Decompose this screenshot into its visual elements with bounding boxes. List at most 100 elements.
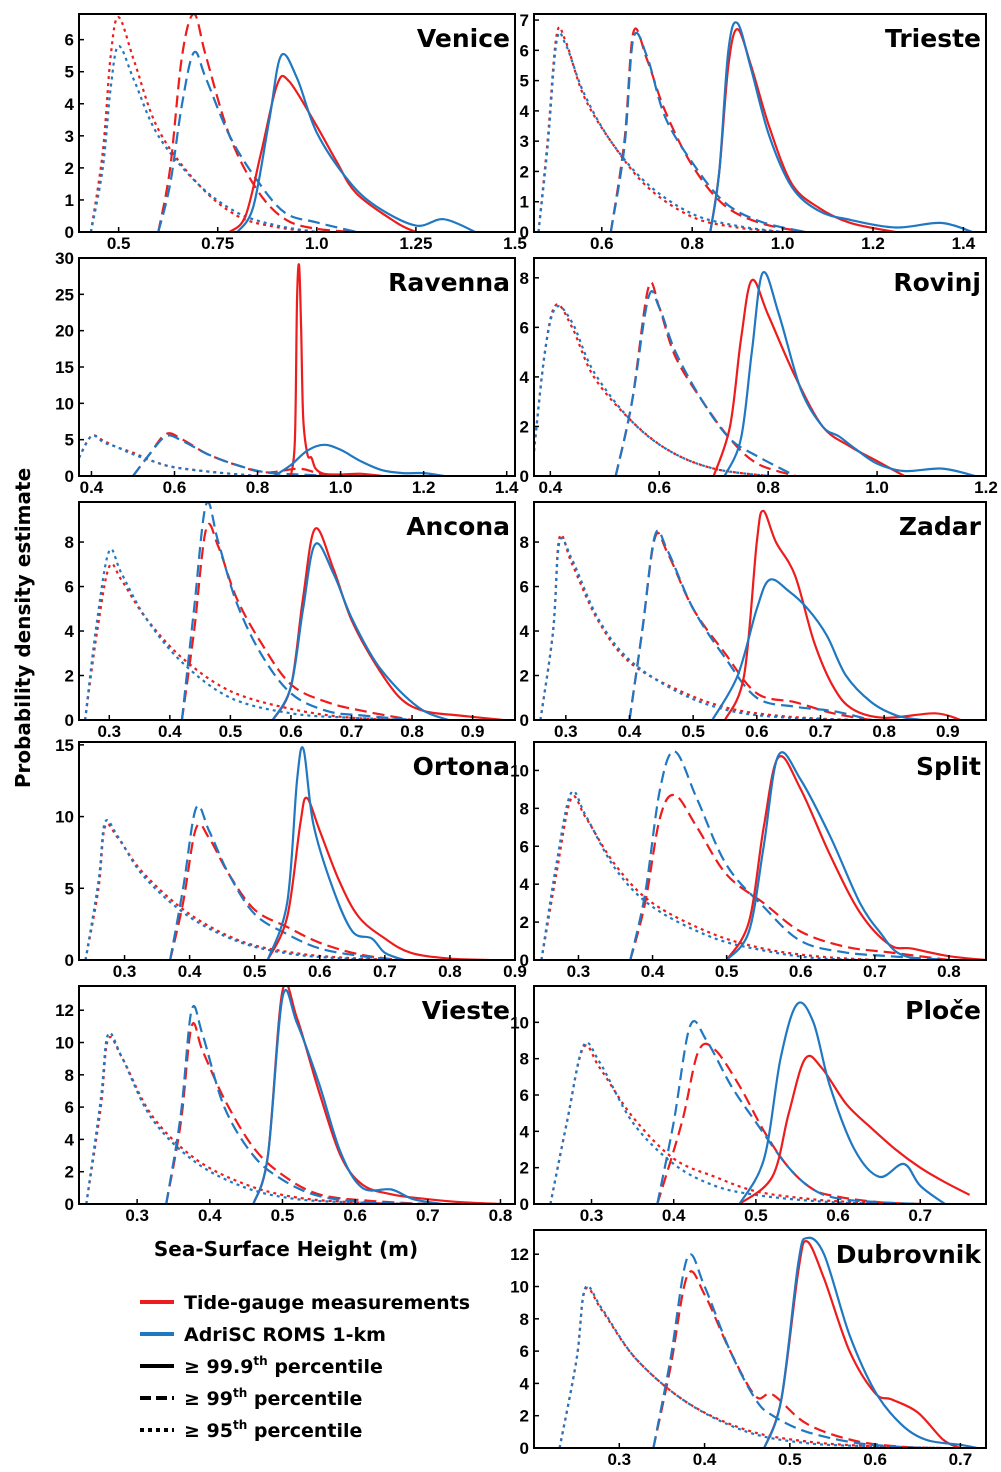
x-tick-label: 0.5 [243,962,267,981]
y-tick-label: 10 [510,761,529,780]
series-group [85,986,501,1204]
y-tick-label: 12 [510,1245,529,1264]
series-line-model-solid [763,1236,978,1448]
x-tick-label: 0.5 [107,234,131,253]
y-tick-label: 8 [520,533,529,552]
series-line-tide-dashed [165,1022,428,1204]
x-tick-label: 1.0 [771,234,795,253]
y-tick-label: 6 [65,31,74,50]
series-group [540,750,986,960]
series-line-model-dashed [629,750,950,960]
series-line-model-dashed [132,434,341,476]
x-tick-label: 0.3 [125,1206,149,1225]
x-tick-label: 1.2 [861,234,885,253]
y-tick-label: 2 [65,159,74,178]
plot-frame [78,501,516,721]
series-line-tide-dashed [629,793,950,960]
legend-item: ≥ 99.9th percentile [140,1354,383,1378]
y-tick-label: 0 [65,223,74,242]
x-tick-label: 0.3 [580,1206,604,1225]
x-tick-label: 0.3 [97,722,121,741]
station-title: Zadar [899,512,982,541]
series-line-model-dotted [85,1031,414,1204]
x-tick-label: 0.8 [438,962,462,981]
series-line-model-solid [236,53,476,232]
series-line-model-dashed [628,529,872,720]
y-axis-title: Probability density estimate [11,468,35,788]
series-line-tide-solid [266,796,490,960]
y-tick-label: 0 [520,951,529,970]
x-tick-label: 0.5 [219,722,243,741]
x-tick-label: 0.3 [607,1450,631,1469]
y-tick-label: 0 [65,1195,74,1214]
y-tick-label: 6 [65,1098,74,1117]
y-tick-label: 5 [65,431,74,450]
x-tick-label: 0.4 [80,478,104,497]
plot-frame [533,741,987,961]
series-line-model-dashed [614,290,796,476]
x-tick-label: 0.8 [246,478,270,497]
y-tick-label: 4 [520,368,530,387]
series-group [539,509,961,720]
plot-frame [78,985,516,1205]
x-tick-label: 1.25 [399,234,432,253]
series-line-model-dotted [549,1041,921,1204]
series-line-tide-solid [738,1054,971,1204]
y-tick-label: 5 [520,72,529,91]
y-tick-label: 6 [520,1086,529,1105]
series-line-model-solid [738,1001,946,1204]
series-line-model-dashed [180,502,413,720]
y-tick-label: 0 [520,467,529,486]
series-line-tide-solid [289,263,383,476]
series-line-tide-dotted [85,1036,414,1204]
plot-frame [533,1229,987,1449]
y-tick-label: 1 [520,193,529,212]
series-line-model-dotted [539,536,853,720]
series-line-model-solid [711,578,923,720]
x-tick-label: 1.0 [329,478,353,497]
series-line-tide-dotted [540,795,875,960]
series-group [558,1236,978,1448]
y-tick-label: 5 [65,63,74,82]
x-tick-label: 0.6 [279,722,303,741]
series-line-model-dotted [84,548,413,720]
station-title: Dubrovnik [836,1240,983,1269]
series-line-tide-solid [725,754,986,960]
y-tick-label: 7 [520,11,529,30]
series-group [549,1001,971,1204]
panel-zadar: 0.3 0.4 0.5 0.6 0.7 0.8 0.9 0 2 4 6 8 Zadar [520,501,987,741]
panel-dubrovnik: 0.3 0.4 0.5 0.6 0.7 0 2 4 6 8 10 12 Dubrovnik [510,1229,987,1469]
x-tick-label: 0.4 [198,1206,222,1225]
y-tick-label: 6 [520,578,529,597]
x-tick-label: 1.4 [952,234,976,253]
legend-item: AdriSC ROMS 1-km [140,1324,386,1346]
y-tick-label: 4 [65,95,75,114]
y-tick-label: 4 [520,1374,530,1393]
series-line-model-dashed [165,1004,428,1204]
x-tick-label: 0.8 [937,962,961,981]
panel-ploe: 0.3 0.4 0.5 0.6 0.7 0 2 4 6 8 10 Ploče [510,985,987,1225]
y-tick-label: 4 [65,622,75,641]
x-tick-label: 0.6 [590,234,614,253]
panel-vieste: 0.3 0.4 0.5 0.6 0.7 0.8 0 2 4 6 8 10 12 Vieste [55,985,516,1225]
x-tick-label: 0.8 [489,1206,513,1225]
x-tick-label: 1.2 [412,478,436,497]
station-title: Venice [417,24,510,53]
series-line-tide-solid [763,1240,961,1448]
series-line-model-solid [271,542,449,720]
x-tick-label: 1.2 [974,478,998,497]
x-tick-label: 0.6 [343,1206,367,1225]
x-tick-label: 0.5 [271,1206,295,1225]
y-tick-label: 10 [55,1034,74,1053]
legend-label: ≥ 99th percentile [184,1386,362,1410]
series-line-tide-dotted [549,1044,921,1204]
station-title: Vieste [422,996,510,1025]
series-group [84,502,504,720]
series-group [79,263,445,476]
panel-trieste: 0.6 0.8 1.0 1.2 1.4 0 1 2 3 4 5 6 7 Trieste [520,11,987,253]
x-tick-label: 0.6 [308,962,332,981]
series-line-model-solid [709,21,973,232]
plot-frame [533,501,987,721]
station-title: Trieste [885,24,981,53]
series-line-model-dashed [656,1019,921,1204]
